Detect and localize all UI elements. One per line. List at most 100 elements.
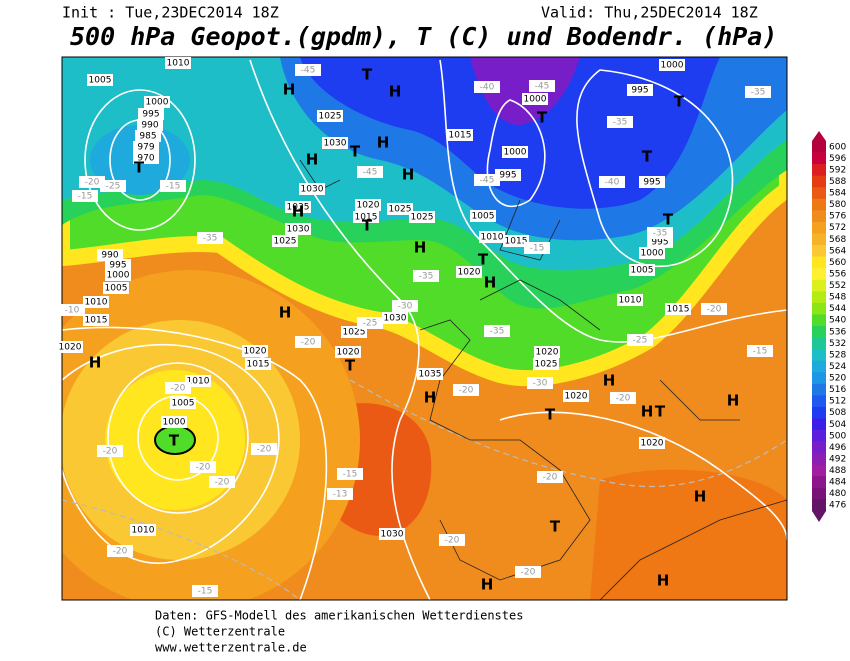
colorbar-label: 492 — [829, 454, 846, 464]
isobar — [107, 362, 249, 514]
colorbar-swatch — [812, 464, 826, 477]
temperature-label-box — [190, 461, 216, 473]
colorbar-swatch — [812, 256, 826, 269]
isobar-label-box — [456, 266, 482, 278]
pressure-system: H — [603, 372, 616, 390]
temperature-label: -15 — [343, 470, 358, 480]
isobar-label-box — [245, 358, 271, 370]
isobar-label: 1025 — [389, 205, 412, 215]
isobar-label: 1010 — [481, 233, 504, 243]
pressure-system: H — [694, 488, 707, 506]
pressure-system: T — [362, 66, 373, 84]
isobar-label-box — [387, 203, 413, 215]
colorbar-label: 584 — [829, 189, 846, 199]
colorbar-label: 600 — [829, 142, 846, 152]
temperature-label: -35 — [653, 229, 668, 239]
colorbar-label: 520 — [829, 374, 846, 384]
isobar-label: 1015 — [505, 237, 528, 247]
valid-time: Valid: Thu,25DEC2014 18Z — [541, 4, 758, 22]
colorbar-swatch — [812, 476, 826, 489]
isobar-label-box — [409, 211, 435, 223]
temperature-label: -20 — [257, 445, 272, 455]
isobar-label: 1030 — [381, 530, 404, 540]
colorbar-arrow — [812, 511, 826, 522]
colorbar-swatch — [812, 141, 826, 153]
isobar-label-box — [105, 259, 131, 271]
pressure-system: T — [537, 109, 548, 127]
map — [62, 57, 787, 600]
pressure-system: T — [545, 406, 556, 424]
isobar-label-box — [165, 57, 191, 69]
isobar-label-box — [285, 223, 311, 235]
temperature-label-box — [439, 534, 465, 546]
isobar-label: 990 — [141, 121, 158, 131]
isobar-label: 1025 — [535, 360, 558, 370]
isobar-label-box — [639, 247, 665, 259]
colorbar-label: 516 — [829, 385, 846, 395]
colorbar-swatch — [812, 337, 826, 350]
isobar-label-box — [479, 231, 505, 243]
pressure-system: T — [642, 148, 653, 166]
isobar-label: 1030 — [287, 225, 310, 235]
temperature-label-box — [599, 176, 625, 188]
isobar-label-box — [629, 264, 655, 276]
colorbar-swatch — [812, 245, 826, 257]
footer-line: www.wetterzentrale.de — [155, 641, 307, 655]
temperature-label: -45 — [480, 176, 495, 186]
pressure-system: H — [89, 354, 102, 372]
temperature-label: -30 — [398, 302, 413, 312]
colorbar-label: 508 — [829, 408, 846, 418]
isobar-label-box — [355, 199, 381, 211]
temperature-label-box — [251, 443, 277, 455]
colorbar-label: 564 — [829, 246, 846, 256]
temperature-label: -35 — [613, 118, 628, 128]
map-frame — [61, 56, 788, 601]
isobar-label-box — [495, 169, 521, 181]
temperature-label-box — [529, 80, 555, 92]
isobar-label: 1005 — [172, 399, 195, 409]
temperature-label-box — [515, 566, 541, 578]
colorbar-swatch — [812, 430, 826, 442]
colorbar-label: 480 — [829, 489, 846, 499]
temperature-label-box — [337, 468, 363, 480]
isobar-label: 1030 — [324, 139, 347, 149]
pressure-system: H — [279, 304, 292, 322]
temperature-label-box — [647, 227, 673, 239]
temperature-label: -20 — [103, 447, 118, 457]
colorbar-label: 484 — [829, 478, 846, 488]
pressure-system: T — [350, 143, 361, 161]
temperature-label: -30 — [533, 379, 548, 389]
colorbar-label: 596 — [829, 154, 846, 164]
temperature-label-box — [100, 180, 126, 192]
isobar-label: 995 — [631, 86, 648, 96]
temperature-label: -25 — [633, 336, 648, 346]
isobar-label: 1035 — [287, 203, 310, 213]
pressure-system: T — [478, 251, 489, 269]
pressure-system: T — [655, 403, 666, 421]
isobar-label: 1015 — [247, 360, 270, 370]
warm-area — [590, 469, 787, 600]
temperature-label-box — [295, 64, 321, 76]
isobar-label: 1010 — [187, 377, 210, 387]
isobar — [62, 326, 328, 600]
colorbar-swatch — [812, 233, 826, 246]
isobar-label: 1025 — [274, 237, 297, 247]
colorbar-arrow — [812, 131, 826, 141]
colorbar-label: 572 — [829, 223, 846, 233]
temperature-label-box — [413, 270, 439, 282]
temperature-label: -15 — [753, 347, 768, 357]
isobar-label: 985 — [139, 132, 156, 142]
isobar-label: 1035 — [419, 370, 442, 380]
temperature-label: -20 — [113, 547, 128, 557]
isobar-label: 1025 — [343, 328, 366, 338]
colorbar-swatch — [812, 499, 826, 512]
isobar-label-box — [299, 183, 325, 195]
temperature-label-box — [59, 304, 85, 316]
isobar-label-box — [353, 211, 379, 223]
temperature-label-box — [160, 180, 186, 192]
isobar-label-box — [417, 368, 443, 380]
isobar-label: 995 — [109, 261, 126, 271]
colorbar-label: 576 — [829, 212, 846, 222]
pressure-system: H — [727, 392, 740, 410]
